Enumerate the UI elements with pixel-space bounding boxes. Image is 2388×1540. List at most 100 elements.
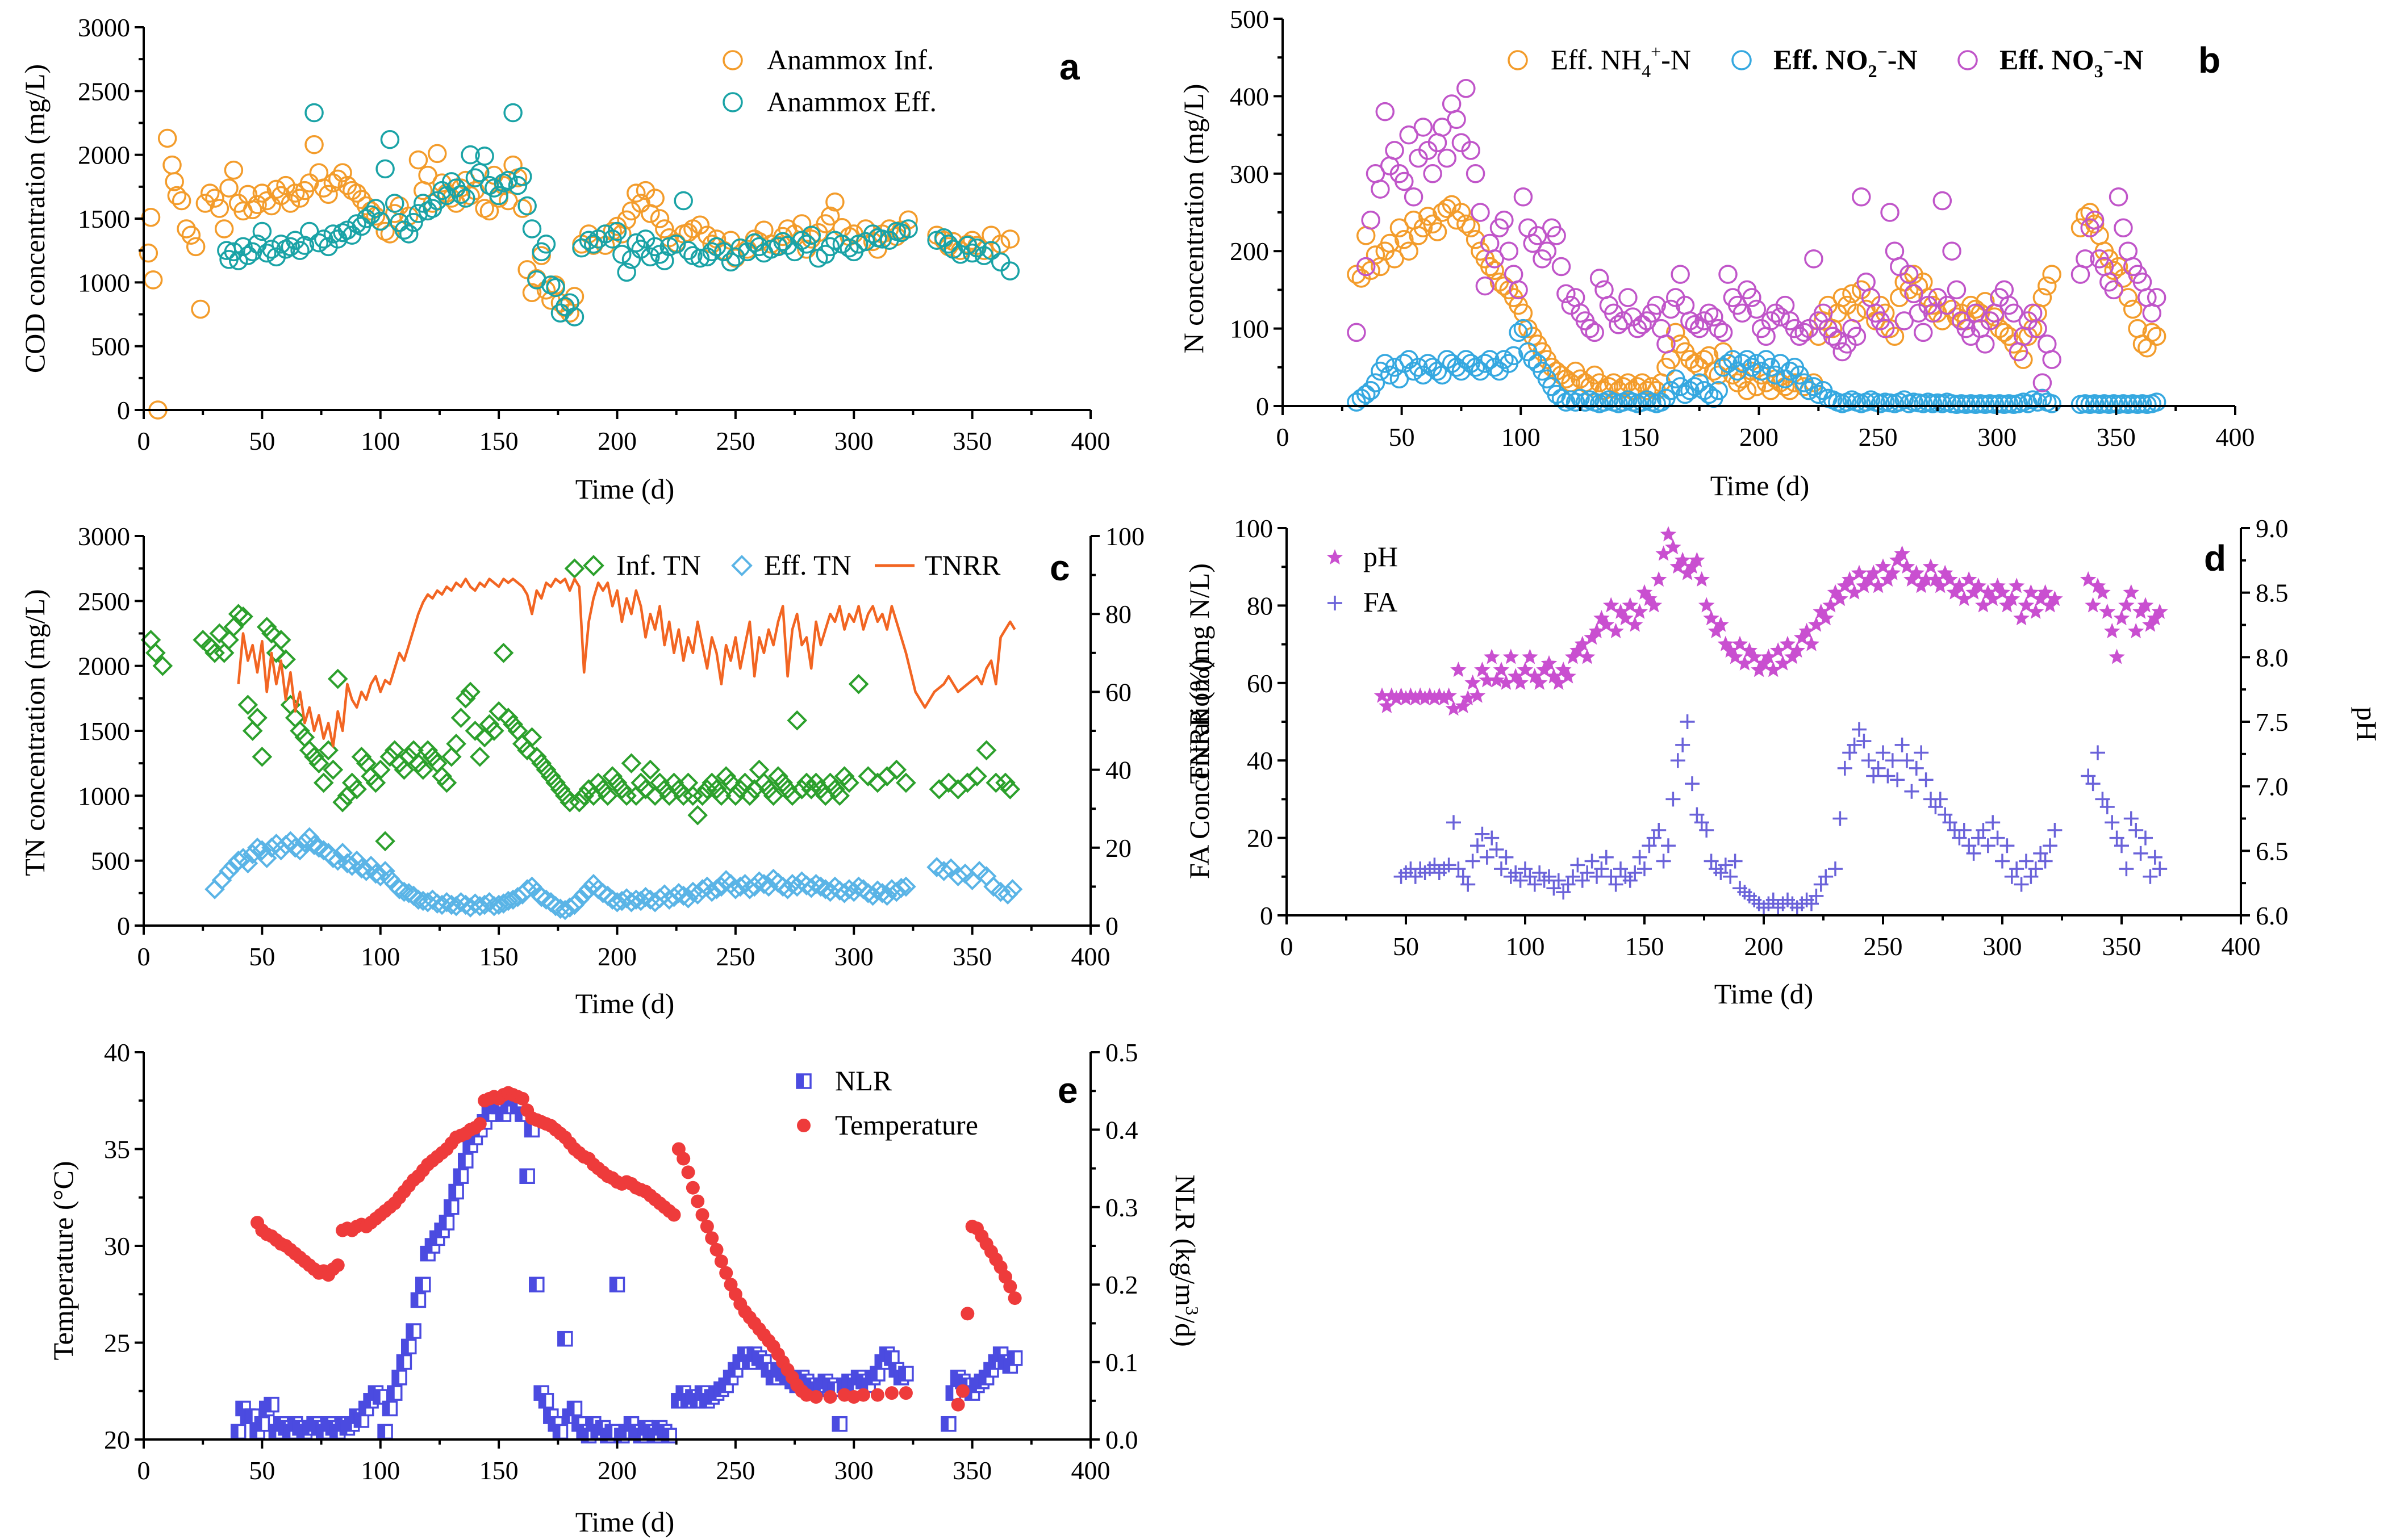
x-tick-label-e: 150 xyxy=(479,1456,519,1485)
point-d-0 xyxy=(1540,655,1558,671)
point-d-0 xyxy=(1612,603,1629,619)
point-a-1 xyxy=(456,189,475,208)
point-c-1 xyxy=(578,879,599,899)
point-d-1 xyxy=(2047,822,2063,838)
point-d-1 xyxy=(1694,815,1709,830)
point-e-1 xyxy=(695,1208,709,1222)
point-e-0-fill xyxy=(884,1351,892,1365)
point-c-0 xyxy=(592,779,613,800)
point-b-0 xyxy=(1947,307,1967,327)
y-tick-label-d: 20 xyxy=(1247,824,1273,853)
point-a-1 xyxy=(513,167,532,186)
point-c-0 xyxy=(441,746,462,767)
point-d-1 xyxy=(1904,784,1919,799)
point-a-0 xyxy=(408,150,428,170)
point-c-1 xyxy=(626,889,646,910)
x-tick-label-c: 400 xyxy=(1071,942,1110,971)
y-tick-label-b: 500 xyxy=(1230,5,1269,34)
point-d-1 xyxy=(2152,861,2168,877)
point-c-0 xyxy=(450,708,471,728)
point-e-0-fill xyxy=(402,1340,409,1354)
point-d-0 xyxy=(2109,648,2125,664)
y-tick-label-d: 0 xyxy=(1260,901,1273,930)
point-c-1 xyxy=(569,889,590,910)
point-c-0 xyxy=(332,792,353,813)
point-b-2 xyxy=(1656,334,1676,354)
point-c-1 xyxy=(678,888,699,909)
point-c-1 xyxy=(631,890,652,911)
point-c-0 xyxy=(351,746,372,767)
point-d-1 xyxy=(1408,869,1423,884)
point-a-0 xyxy=(825,192,845,212)
point-b-1 xyxy=(1385,358,1404,377)
point-d-0 xyxy=(1507,668,1524,684)
point-a-1 xyxy=(627,233,646,253)
point-e-0-fill xyxy=(458,1153,466,1167)
point-c-0 xyxy=(455,688,476,709)
y-tick-label-d: 60 xyxy=(1247,669,1273,698)
point-c-1 xyxy=(758,876,779,897)
x-tick-label-c: 100 xyxy=(361,942,400,971)
point-c-0 xyxy=(214,642,235,663)
panel-b: Eff. NH4+-N Eff. NO2−-N Eff. NO3−-N N co… xyxy=(1178,41,2144,501)
point-d-0 xyxy=(2013,610,2030,626)
point-d-1 xyxy=(1928,800,1943,815)
point-c-1 xyxy=(346,850,367,871)
point-c-1 xyxy=(304,835,324,856)
point-c-0 xyxy=(299,740,320,761)
point-d-0 xyxy=(1569,642,1586,658)
point-b-2 xyxy=(1442,94,1462,114)
y-tick-label-a: 1000 xyxy=(78,268,130,297)
y2-tick-label-d: 8.5 xyxy=(2256,579,2289,608)
point-c-0 xyxy=(938,772,959,793)
point-d-1 xyxy=(1990,830,2005,846)
point-d-0 xyxy=(1493,662,1510,677)
point-b-2 xyxy=(1932,191,1952,211)
point-d-0 xyxy=(1555,662,1572,677)
point-b-2 xyxy=(1942,241,1961,261)
point-a-1 xyxy=(442,172,461,191)
point-c-0 xyxy=(327,668,348,689)
point-d-0 xyxy=(2137,597,2154,613)
point-c-0 xyxy=(773,772,794,793)
point-c-0 xyxy=(631,772,652,793)
point-a-0 xyxy=(517,260,537,279)
point-d-0 xyxy=(1522,648,1538,664)
point-e-0-fill xyxy=(946,1386,954,1400)
point-c-1 xyxy=(683,881,703,902)
point-d-1 xyxy=(1494,861,1509,877)
point-d-0 xyxy=(2023,584,2039,600)
point-d-0 xyxy=(1898,558,1915,574)
point-d-1 xyxy=(1942,815,1957,830)
point-d-1 xyxy=(1713,865,1729,880)
panel-letter-a: a xyxy=(1059,47,1080,87)
x-tick-label-a: 0 xyxy=(137,426,151,455)
point-a-1 xyxy=(820,237,840,257)
x-tick-label-e: 350 xyxy=(953,1456,992,1485)
series-b-1 xyxy=(1347,319,2166,415)
point-c-0 xyxy=(323,759,344,780)
point-d-0 xyxy=(2042,597,2059,613)
point-d-1 xyxy=(1952,830,1967,846)
point-a-0 xyxy=(333,163,352,182)
point-b-2 xyxy=(1494,210,1514,230)
series-c-1 xyxy=(204,827,1023,920)
point-d-1 xyxy=(1914,745,1929,760)
point-a-0 xyxy=(157,128,177,148)
point-c-0 xyxy=(730,779,751,800)
y-tick-label-d: 80 xyxy=(1247,591,1273,620)
point-d-0 xyxy=(2113,610,2130,626)
point-d-1 xyxy=(1651,822,1667,838)
x-tick-label-b: 300 xyxy=(1977,422,2017,451)
point-b-0 xyxy=(1451,203,1471,222)
point-c-0 xyxy=(976,740,997,761)
point-d-1 xyxy=(1470,838,1485,853)
point-a-1 xyxy=(556,297,575,316)
point-c-0 xyxy=(763,785,784,806)
point-b-2 xyxy=(1547,226,1566,245)
point-d-0 xyxy=(2103,622,2120,638)
point-c-0 xyxy=(219,630,239,650)
point-a-1 xyxy=(690,248,710,268)
point-b-0 xyxy=(1842,284,1861,303)
point-c-0 xyxy=(469,746,490,767)
